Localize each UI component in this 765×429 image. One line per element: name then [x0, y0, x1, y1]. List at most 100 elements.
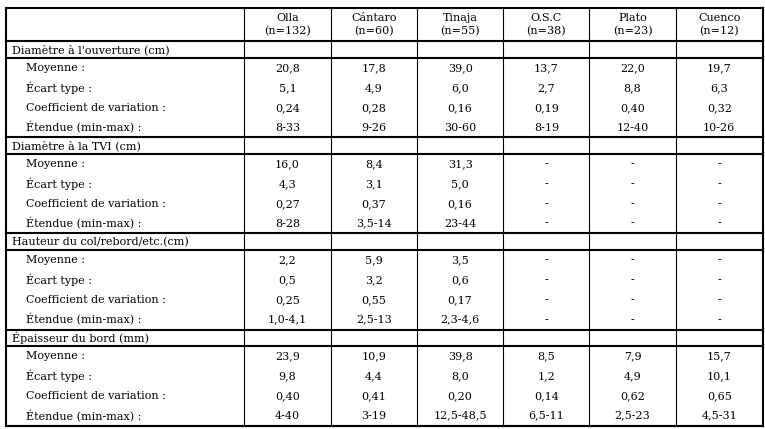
- Text: -: -: [545, 199, 549, 209]
- Text: -: -: [718, 219, 721, 229]
- Text: -: -: [630, 219, 634, 229]
- Text: Cántaro
(n=60): Cántaro (n=60): [351, 13, 396, 36]
- Text: 0,41: 0,41: [361, 391, 386, 401]
- Text: Moyenne :: Moyenne :: [12, 159, 85, 169]
- Text: 4,9: 4,9: [365, 83, 382, 93]
- Text: 0,17: 0,17: [448, 295, 473, 305]
- Text: 22,0: 22,0: [620, 63, 645, 73]
- Text: Épaisseur du bord (mm): Épaisseur du bord (mm): [12, 332, 149, 344]
- Text: Cuenco
(n=12): Cuenco (n=12): [698, 13, 741, 36]
- Text: 0,16: 0,16: [448, 199, 473, 209]
- Text: 0,6: 0,6: [451, 275, 469, 285]
- Text: 8,0: 8,0: [451, 371, 469, 381]
- Text: 4,4: 4,4: [365, 371, 382, 381]
- Text: 0,28: 0,28: [361, 103, 386, 113]
- Text: Tinaja
(n=55): Tinaja (n=55): [441, 13, 480, 36]
- Text: 0,55: 0,55: [361, 295, 386, 305]
- Text: Coefficient de variation :: Coefficient de variation :: [12, 295, 166, 305]
- Text: 12-40: 12-40: [617, 123, 649, 133]
- Text: 0,32: 0,32: [707, 103, 731, 113]
- Text: 0,40: 0,40: [275, 391, 300, 401]
- Text: Coefficient de variation :: Coefficient de variation :: [12, 391, 166, 401]
- Text: -: -: [545, 314, 549, 325]
- Text: 4,9: 4,9: [623, 371, 641, 381]
- Text: 8,8: 8,8: [623, 83, 641, 93]
- Text: 2,7: 2,7: [538, 83, 555, 93]
- Text: 8-19: 8-19: [534, 123, 559, 133]
- Text: 8-33: 8-33: [275, 123, 300, 133]
- Text: 2,5-13: 2,5-13: [356, 314, 392, 325]
- Text: -: -: [718, 295, 721, 305]
- Text: -: -: [718, 199, 721, 209]
- Text: Plato
(n=23): Plato (n=23): [613, 13, 653, 36]
- Text: -: -: [630, 275, 634, 285]
- Text: 0,65: 0,65: [707, 391, 731, 401]
- Text: 17,8: 17,8: [361, 63, 386, 73]
- Text: 3,5-14: 3,5-14: [356, 219, 392, 229]
- Text: -: -: [545, 159, 549, 169]
- Text: -: -: [718, 275, 721, 285]
- Text: 0,62: 0,62: [620, 391, 645, 401]
- Text: 0,14: 0,14: [534, 391, 558, 401]
- Text: 12,5-48,5: 12,5-48,5: [433, 411, 487, 421]
- Text: -: -: [718, 159, 721, 169]
- Text: 9-26: 9-26: [361, 123, 386, 133]
- Text: 2,5-23: 2,5-23: [615, 411, 650, 421]
- Text: -: -: [630, 159, 634, 169]
- Text: Hauteur du col/rebord/etc.(cm): Hauteur du col/rebord/etc.(cm): [12, 237, 189, 247]
- Text: 0,37: 0,37: [361, 199, 386, 209]
- Text: Étendue (min-max) :: Étendue (min-max) :: [12, 218, 142, 230]
- Text: -: -: [718, 179, 721, 189]
- Text: Coefficient de variation :: Coefficient de variation :: [12, 103, 166, 113]
- Text: 5,0: 5,0: [451, 179, 469, 189]
- Text: 23-44: 23-44: [444, 219, 476, 229]
- Text: 16,0: 16,0: [275, 159, 300, 169]
- Text: 3-19: 3-19: [361, 411, 386, 421]
- Text: 8,4: 8,4: [365, 159, 382, 169]
- Text: -: -: [630, 295, 634, 305]
- Text: 30-60: 30-60: [444, 123, 476, 133]
- Text: 8-28: 8-28: [275, 219, 300, 229]
- Text: Moyenne :: Moyenne :: [12, 351, 85, 361]
- Text: Écart type :: Écart type :: [12, 274, 93, 286]
- Text: 8,5: 8,5: [538, 351, 555, 361]
- Text: 0,20: 0,20: [448, 391, 473, 401]
- Text: 10,1: 10,1: [707, 371, 731, 381]
- Text: 39,8: 39,8: [448, 351, 473, 361]
- Text: Étendue (min-max) :: Étendue (min-max) :: [12, 314, 142, 326]
- Text: Coefficient de variation :: Coefficient de variation :: [12, 199, 166, 209]
- Text: Moyenne :: Moyenne :: [12, 63, 85, 73]
- Text: 1,0-4,1: 1,0-4,1: [268, 314, 308, 325]
- Text: -: -: [630, 179, 634, 189]
- Text: 0,5: 0,5: [278, 275, 297, 285]
- Text: Écart type :: Écart type :: [12, 82, 93, 94]
- Text: 4,5-31: 4,5-31: [702, 411, 737, 421]
- Text: 39,0: 39,0: [448, 63, 473, 73]
- Text: 31,3: 31,3: [448, 159, 473, 169]
- Text: 4,3: 4,3: [278, 179, 297, 189]
- Text: -: -: [630, 199, 634, 209]
- Text: 2,2: 2,2: [278, 255, 297, 265]
- Text: 0,24: 0,24: [275, 103, 300, 113]
- Text: -: -: [630, 314, 634, 325]
- Text: 20,8: 20,8: [275, 63, 300, 73]
- Text: -: -: [718, 255, 721, 265]
- Text: 7,9: 7,9: [623, 351, 641, 361]
- Text: 4-40: 4-40: [275, 411, 300, 421]
- Text: 3,5: 3,5: [451, 255, 469, 265]
- Text: -: -: [545, 275, 549, 285]
- Text: 0,40: 0,40: [620, 103, 645, 113]
- Text: 0,27: 0,27: [275, 199, 300, 209]
- Text: 0,25: 0,25: [275, 295, 300, 305]
- Text: 10,9: 10,9: [361, 351, 386, 361]
- Text: 0,16: 0,16: [448, 103, 473, 113]
- Text: 15,7: 15,7: [707, 351, 731, 361]
- Text: -: -: [718, 314, 721, 325]
- Text: 2,3-4,6: 2,3-4,6: [441, 314, 480, 325]
- Text: 13,7: 13,7: [534, 63, 558, 73]
- Text: 19,7: 19,7: [707, 63, 731, 73]
- Text: Étendue (min-max) :: Étendue (min-max) :: [12, 410, 142, 422]
- Text: -: -: [630, 255, 634, 265]
- Text: Moyenne :: Moyenne :: [12, 255, 85, 265]
- Text: Diamètre à la TVI (cm): Diamètre à la TVI (cm): [12, 140, 141, 151]
